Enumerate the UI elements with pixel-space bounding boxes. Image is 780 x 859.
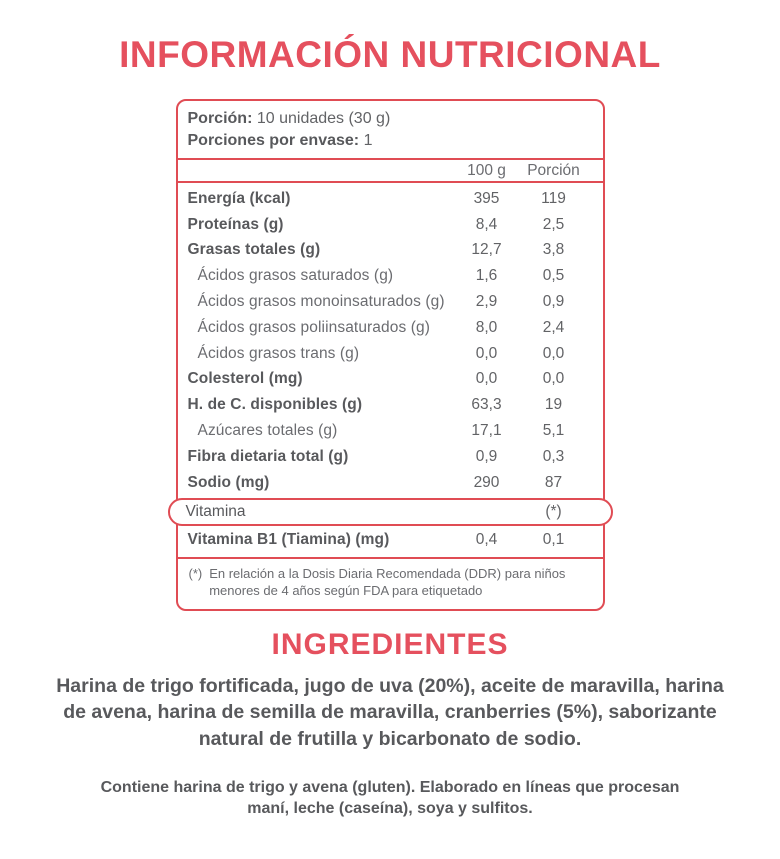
servings-per-pack-value: 1 (363, 132, 373, 149)
nutrient-per100: 0,0 (475, 344, 498, 362)
nutrient-label: Vitamina (185, 502, 246, 520)
nutrient-label: Azúcares totales (g) (197, 422, 338, 440)
nutrient-portion: 0,0 (542, 370, 565, 388)
column-headers: 100 g Porción (177, 158, 603, 183)
nutrient-per100: 0,9 (475, 447, 498, 465)
nutrient-label: Colesterol (mg) (187, 370, 303, 388)
column-header-portion: Porción (527, 161, 580, 179)
servings-per-pack-line: Porciones por envase: 1 (188, 130, 591, 152)
nutrition-facts-panel: Porción: 10 unidades (30 g) Porciones po… (167, 99, 613, 611)
nutrient-per100: 0,4 (475, 531, 498, 549)
nutrient-per100: 290 (473, 473, 500, 491)
nutrient-per100: 0,0 (475, 370, 498, 388)
nutrient-portion: 2,4 (542, 318, 565, 336)
nutrient-portion: 5,1 (542, 422, 565, 440)
footnote-marker: (*) (188, 565, 203, 581)
nutrient-label: Ácidos grasos poliinsaturados (g) (197, 318, 430, 336)
nutrient-label: Sodio (mg) (187, 473, 270, 491)
nutrient-portion: 0,3 (542, 447, 565, 465)
nutrient-per100: 63,3 (471, 396, 502, 414)
nutrient-portion: 0,1 (542, 531, 565, 549)
nutrient-portion: 2,5 (542, 215, 565, 233)
nutrient-row-colesterol: Colesterol (mg) 0,0 0,0 (178, 367, 603, 393)
nutrient-row-carbohidratos: H. de C. disponibles (g) 63,3 19 (178, 392, 603, 418)
nutrient-portion: 0,0 (542, 344, 565, 362)
nutrient-label: Energía (kcal) (187, 189, 291, 207)
nutrient-portion: 0,5 (542, 267, 565, 285)
nutrient-row-grasos-trans: Ácidos grasos trans (g) 0,0 0,0 (178, 341, 603, 367)
nutrient-row-energia: Energía (kcal) 395 119 (178, 186, 603, 212)
vitamin-highlight-row: Vitamina (*) (167, 497, 613, 526)
page-title: INFORMACIÓN NUTRICIONAL (119, 34, 661, 75)
serving-size-line: Porción: 10 unidades (30 g) (188, 108, 591, 130)
nutrient-per100: 395 (473, 189, 500, 207)
nutrient-row-grasos-saturados: Ácidos grasos saturados (g) 1,6 0,5 (178, 263, 603, 289)
nutrient-row-grasos-poliinsaturados: Ácidos grasos poliinsaturados (g) 8,0 2,… (178, 315, 603, 341)
nutrient-portion: (*) (545, 502, 562, 520)
nutrient-per100: 8,0 (475, 318, 498, 336)
column-header-100g: 100 g (467, 161, 506, 179)
nutrient-label: Vitamina B1 (Tiamina) (mg) (187, 531, 390, 549)
nutrient-row-grasos-monoinsaturados: Ácidos grasos monoinsaturados (g) 2,9 0,… (178, 289, 603, 315)
footnote: (*) En relación a la Dosis Diaria Recome… (177, 556, 603, 609)
allergen-statement: Contiene harina de trigo y avena (gluten… (100, 779, 680, 818)
nutrient-row-grasas-totales: Grasas totales (g) 12,7 3,8 (178, 238, 603, 264)
nutrient-label: Fibra dietaria total (g) (187, 447, 349, 465)
nutrient-row-fibra: Fibra dietaria total (g) 0,9 0,3 (178, 444, 603, 470)
nutrient-portion: 19 (544, 396, 563, 414)
nutrient-label: Ácidos grasos saturados (g) (197, 267, 394, 285)
nutrient-per100: 8,4 (475, 215, 498, 233)
nutrient-portion: 3,8 (542, 241, 565, 259)
serving-size-label: Porción: (187, 110, 253, 127)
ingredients-text: Harina de trigo fortificada, jugo de uva… (56, 674, 724, 750)
footnote-text: En relación a la Dosis Diaria Recomendad… (209, 565, 566, 599)
nutrient-row-sodio: Sodio (mg) 290 87 (178, 470, 603, 496)
serving-info: Porción: 10 unidades (30 g) Porciones po… (178, 101, 603, 158)
nutrient-row-azucares: Azúcares totales (g) 17,1 5,1 (178, 418, 603, 444)
serving-size-value: 10 unidades (30 g) (256, 110, 391, 127)
nutrient-per100: 17,1 (471, 422, 502, 440)
nutrient-label: Ácidos grasos trans (g) (197, 344, 360, 362)
nutrient-rows: Energía (kcal) 395 119 Proteínas (g) 8,4… (167, 183, 613, 554)
nutrient-row-vitamina-b1: Vitamina B1 (Tiamina) (mg) 0,4 0,1 (178, 527, 603, 554)
nutrient-row-proteinas: Proteínas (g) 8,4 2,5 (178, 212, 603, 238)
nutrient-portion: 87 (544, 473, 563, 491)
servings-per-pack-label: Porciones por envase: (187, 132, 360, 149)
ingredients-title: INGREDIENTES (271, 627, 509, 661)
nutrient-label: Proteínas (g) (187, 215, 284, 233)
nutrient-per100: 2,9 (475, 293, 498, 311)
nutrient-label: H. de C. disponibles (g) (187, 396, 363, 414)
nutrient-per100: 12,7 (471, 241, 502, 259)
nutrient-label: Ácidos grasos monoinsaturados (g) (197, 293, 445, 311)
nutrient-portion: 119 (541, 189, 566, 207)
nutrient-portion: 0,9 (542, 293, 565, 311)
nutrient-per100: 1,6 (475, 267, 498, 285)
nutrient-label: Grasas totales (g) (187, 241, 321, 259)
